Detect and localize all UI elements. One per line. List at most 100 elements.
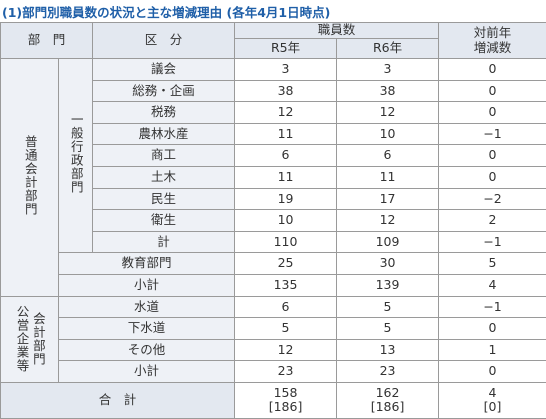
value-cell: 0 <box>438 101 546 124</box>
value-cell: −1 <box>438 230 546 254</box>
header-cell: 区 分 <box>92 22 236 59</box>
header-cell: R6年 <box>336 38 440 59</box>
row: 商工 6 6 0 <box>1 144 546 167</box>
total-cell: 158 [186] <box>234 381 338 419</box>
header-cell: 対前年 増減数 <box>438 22 546 59</box>
value-cell: 3 <box>234 58 338 81</box>
cell-line: [186] <box>268 399 303 415</box>
value-cell: 4 <box>438 273 546 297</box>
value-cell: 12 <box>336 209 440 232</box>
row: 小計 135 139 4 <box>1 273 546 297</box>
category-cell: 計 <box>92 230 236 254</box>
row: 計 110 109 −1 <box>1 230 546 254</box>
header-cell: 部 門 <box>0 22 94 59</box>
row: 土木 11 11 0 <box>1 165 546 189</box>
value-cell: 10 <box>336 122 440 146</box>
header-cell: 職員数 <box>234 22 440 39</box>
row: 下水道 5 5 0 <box>1 317 546 340</box>
value-cell: 3 <box>336 58 440 81</box>
value-cell: 30 <box>336 252 440 275</box>
row: 教育部門 25 30 5 <box>1 252 546 275</box>
category-cell: 税務 <box>92 101 236 124</box>
value-cell: 6 <box>234 295 338 319</box>
header-line: 増減数 <box>473 39 512 55</box>
cell-line: [0] <box>483 399 502 415</box>
value-cell: 1 <box>438 338 546 362</box>
category-cell: 衛生 <box>92 209 236 232</box>
value-cell: 5 <box>336 295 440 319</box>
row: 普通会計部門 一般行政部門 議会 3 3 0 <box>0 57 546 297</box>
cell-line: [186] <box>370 399 405 415</box>
value-cell: −1 <box>438 122 546 146</box>
value-cell: 17 <box>336 187 440 211</box>
header-line: 対前年 <box>473 25 512 41</box>
category-cell: 小計 <box>57 273 236 297</box>
row: 総務・企画 38 38 0 <box>1 79 546 103</box>
row: その他 12 13 1 <box>1 338 546 362</box>
row: 税務 12 12 0 <box>1 101 546 124</box>
group-label-line: 公営企業等 <box>14 305 30 373</box>
value-cell: 0 <box>438 79 546 103</box>
row: 衛生 10 12 2 <box>1 209 546 232</box>
group-label: 一般行政部門 <box>68 113 84 195</box>
total-cell: 4 [0] <box>438 381 546 419</box>
value-cell: 0 <box>438 317 546 340</box>
value-cell: 0 <box>438 58 546 81</box>
value-cell: 38 <box>336 79 440 103</box>
value-cell: 6 <box>234 144 338 167</box>
value-cell: 135 <box>234 273 338 297</box>
group-label: 公営企業等 会計部門 <box>1 305 58 373</box>
value-cell: 12 <box>234 101 338 124</box>
value-cell: 10 <box>234 209 338 232</box>
category-cell: 水道 <box>57 295 236 319</box>
value-cell: 12 <box>336 101 440 124</box>
value-cell: 0 <box>438 360 546 383</box>
group-cell: 公営企業等 会計部門 <box>0 295 59 383</box>
category-cell: 総務・企画 <box>92 79 236 103</box>
value-cell: 38 <box>234 79 338 103</box>
staff-table: 部 門 区 分 職員数 対前年 増減数 R5年 R6年 普通会計部門 一般行政部門 議… <box>0 22 546 419</box>
category-cell: 民生 <box>92 187 236 211</box>
value-cell: 19 <box>234 187 338 211</box>
value-cell: −1 <box>438 295 546 319</box>
value-cell: 11 <box>336 165 440 189</box>
value-cell: 0 <box>438 144 546 167</box>
group-cell: 一般行政部門 <box>57 57 94 254</box>
row: 農林水産 11 10 −1 <box>1 122 546 146</box>
category-cell: 農林水産 <box>92 122 236 146</box>
group-label-line: 会計部門 <box>30 312 46 367</box>
category-cell: その他 <box>57 338 236 362</box>
row: 民生 19 17 −2 <box>1 187 546 211</box>
row: 公営企業等 会計部門 水道 6 5 −1 <box>0 295 546 383</box>
value-cell: 109 <box>336 230 440 254</box>
value-cell: 11 <box>234 165 338 189</box>
cell-line: 162 <box>375 385 400 401</box>
group-label: 普通会計部門 <box>22 135 38 217</box>
value-cell: 6 <box>336 144 440 167</box>
value-cell: 0 <box>438 165 546 189</box>
category-cell: 下水道 <box>57 317 236 340</box>
value-cell: −2 <box>438 187 546 211</box>
title: (1)部門別職員数の状況と主な増減理由 (各年4月1日時点) <box>2 5 331 20</box>
cell-line: 4 <box>488 385 497 401</box>
value-cell: 110 <box>234 230 338 254</box>
value-cell: 23 <box>336 360 440 383</box>
cell-line: 158 <box>273 385 298 401</box>
value-cell: 139 <box>336 273 440 297</box>
value-cell: 5 <box>336 317 440 340</box>
value-cell: 5 <box>438 252 546 275</box>
value-cell: 2 <box>438 209 546 232</box>
total-label: 合 計 <box>0 381 236 419</box>
value-cell: 23 <box>234 360 338 383</box>
table-body: 普通会計部門 一般行政部門 議会 3 3 0 総務・企画 38 38 0 税務 12 12 0 農林水産 11… <box>0 57 546 383</box>
category-cell: 教育部門 <box>57 252 236 275</box>
category-cell: 小計 <box>57 360 236 383</box>
category-cell: 土木 <box>92 165 236 189</box>
header-cell: R5年 <box>234 38 338 59</box>
category-cell: 商工 <box>92 144 236 167</box>
value-cell: 25 <box>234 252 338 275</box>
value-cell: 11 <box>234 122 338 146</box>
category-cell: 議会 <box>92 58 236 81</box>
value-cell: 5 <box>234 317 338 340</box>
